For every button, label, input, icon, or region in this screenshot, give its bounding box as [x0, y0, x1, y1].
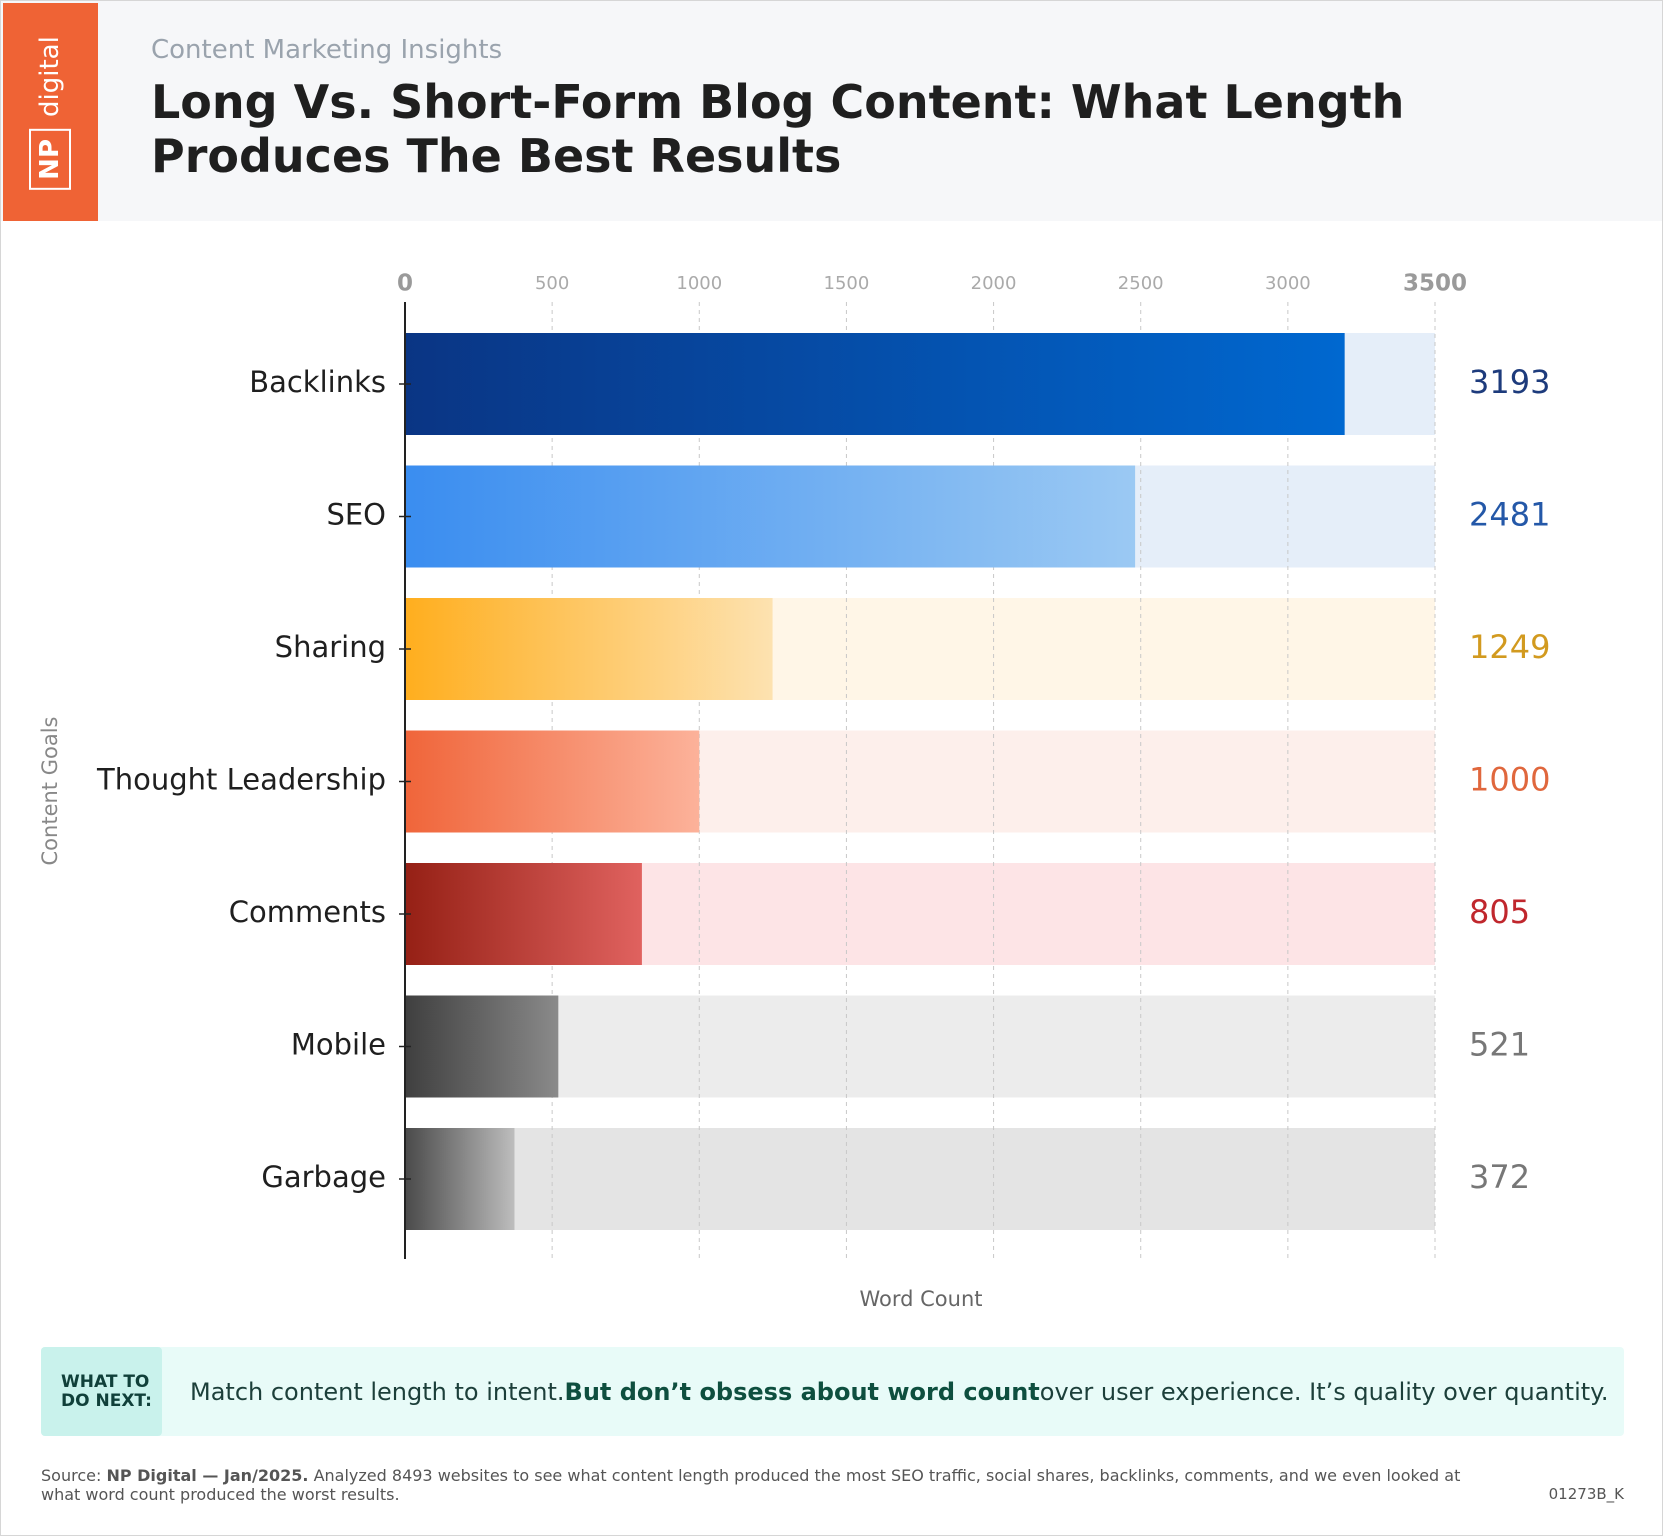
title: Long Vs. Short-Form Blog Content: What L… — [151, 75, 1405, 183]
callout-bold: But don’t obsess about word count — [564, 1377, 1040, 1406]
x-tick-label: 2000 — [971, 273, 1017, 294]
logo: NP digital — [3, 3, 98, 221]
callout-end: over user experience. It’s quality over … — [1039, 1377, 1609, 1406]
y-tick-label: Backlinks — [249, 365, 386, 399]
y-tick-label: Comments — [229, 895, 386, 929]
x-tick-label: 1500 — [824, 273, 870, 294]
y-tick-label: Thought Leadership — [96, 763, 386, 797]
value-label: 521 — [1469, 1026, 1530, 1064]
y-tick-label: Sharing — [275, 630, 386, 664]
bar — [405, 863, 642, 965]
source: Source: NP Digital — Jan/2025. Analyzed … — [41, 1466, 1481, 1504]
x-axis-label: Word Count — [859, 1287, 982, 1311]
header: NP digital Content Marketing Insights Lo… — [1, 1, 1662, 221]
bar-track — [405, 1128, 1435, 1230]
y-tick-label: Mobile — [291, 1028, 386, 1062]
callout-text: Match content length to intent. But don’… — [190, 1347, 1609, 1436]
bar — [405, 598, 773, 700]
x-tick-label: 0 — [397, 271, 413, 297]
y-axis-label: Content Goals — [38, 717, 62, 866]
value-label: 1000 — [1469, 761, 1550, 799]
source-text: Analyzed 8493 websites to see what conte… — [41, 1466, 1461, 1504]
value-label: 805 — [1469, 893, 1530, 931]
chart: 0 500 1000 1500 2000 2500 3000 3500 Backlinks 319… — [38, 271, 1550, 1312]
source-label: Source: — [41, 1466, 102, 1485]
bar — [405, 1128, 515, 1230]
callout: WHAT TO DO NEXT: Match content length to… — [41, 1347, 1624, 1436]
value-label: 2481 — [1469, 496, 1550, 534]
y-tick-label: SEO — [326, 498, 386, 532]
source-bold: NP Digital — Jan/2025. — [106, 1466, 309, 1485]
value-label: 3193 — [1469, 363, 1550, 401]
callout-start: Match content length to intent. — [190, 1377, 565, 1406]
callout-label: WHAT TO DO NEXT: — [41, 1347, 162, 1436]
subtitle: Content Marketing Insights — [151, 35, 503, 65]
x-tick-label: 500 — [535, 273, 569, 294]
logo-digital: digital — [35, 36, 65, 117]
x-tick-label: 2500 — [1118, 273, 1164, 294]
y-tick-label: Garbage — [261, 1160, 386, 1194]
value-label: 1249 — [1469, 628, 1550, 666]
bar — [405, 465, 1136, 568]
bar — [405, 333, 1345, 435]
logo-text: NP digital — [29, 36, 71, 190]
bar-track — [405, 995, 1435, 1098]
code: 01273B_K — [1548, 1485, 1624, 1503]
x-tick-label: 1000 — [676, 273, 722, 294]
value-label: 372 — [1469, 1158, 1530, 1196]
bar — [405, 995, 559, 1098]
bar — [405, 730, 700, 833]
logo-np: NP — [29, 128, 71, 190]
x-tick-label: 3000 — [1265, 273, 1311, 294]
x-tick-label: 3500 — [1403, 271, 1467, 297]
